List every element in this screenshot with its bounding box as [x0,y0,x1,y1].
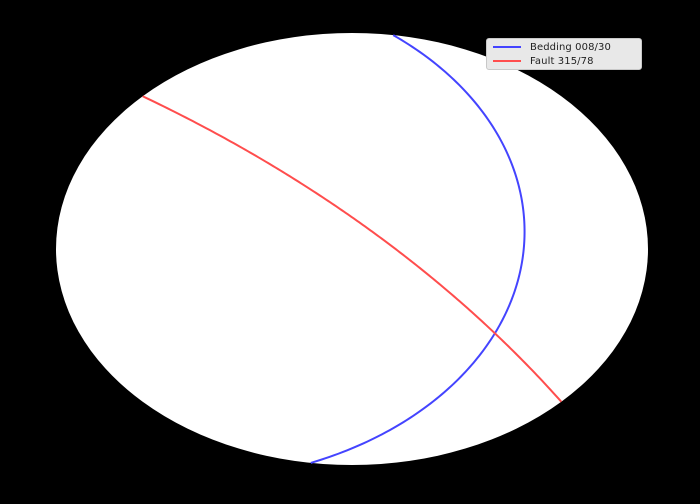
legend-entry-bedding: Bedding 008/30 [493,40,611,54]
bedding-great-circle [310,34,526,464]
fault-line-swatch [493,60,521,62]
stereonet-primitive-circle [56,33,648,465]
legend-label-fault: Fault 315/78 [530,55,594,67]
great-circles [142,34,563,464]
legend-entry-fault: Fault 315/78 [493,54,594,68]
fault-great-circle [142,95,563,403]
legend-label-bedding: Bedding 008/30 [530,41,611,53]
legend: Bedding 008/30 Fault 315/78 [486,38,642,70]
bedding-line-swatch [493,46,521,48]
